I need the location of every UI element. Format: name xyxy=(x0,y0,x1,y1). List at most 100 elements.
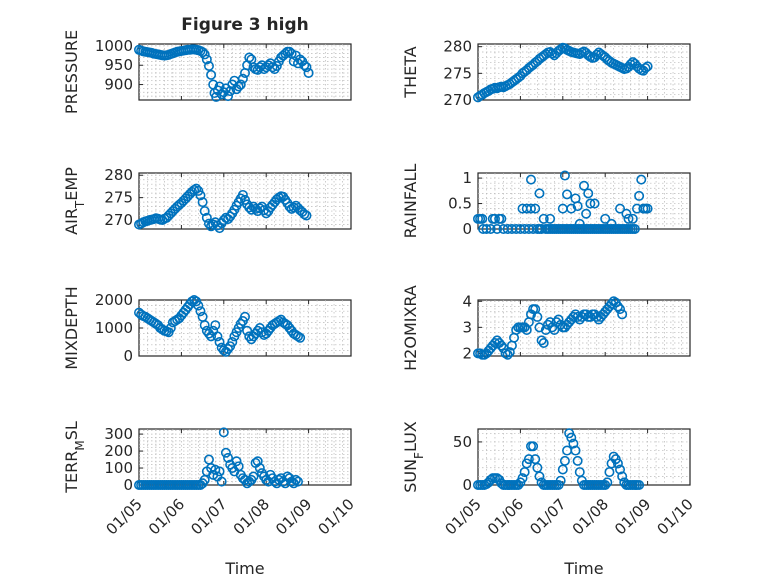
data-point xyxy=(237,189,248,200)
x-axis-label: Time xyxy=(563,559,603,578)
data-point xyxy=(237,73,248,84)
y-axis-label: H2OMIXRA xyxy=(401,285,420,371)
y-tick-label: 0 xyxy=(462,476,472,494)
data-point xyxy=(600,213,611,224)
data-point xyxy=(534,188,545,199)
y-tick-label: 300 xyxy=(104,425,133,443)
data-point xyxy=(570,445,581,456)
data-point xyxy=(240,311,251,322)
data-point xyxy=(254,463,265,474)
data-point xyxy=(235,79,246,90)
y-tick-label: 0 xyxy=(123,347,133,365)
y-tick-label: 2000 xyxy=(95,291,133,309)
data-point xyxy=(642,61,653,72)
data-point xyxy=(252,456,263,467)
data-point xyxy=(615,304,626,315)
data-point xyxy=(615,464,626,475)
series-markers xyxy=(472,170,653,235)
x-axis-label: Time xyxy=(224,559,264,578)
data-point xyxy=(227,336,238,347)
data-point xyxy=(214,336,225,347)
data-point xyxy=(559,170,570,181)
series-markers xyxy=(134,427,303,490)
data-point xyxy=(568,438,579,449)
x-tick-label: 01/06 xyxy=(145,495,188,538)
data-point xyxy=(528,441,539,452)
data-point xyxy=(525,203,536,214)
data-point xyxy=(538,337,549,348)
grid xyxy=(139,429,351,485)
data-point xyxy=(602,477,613,488)
data-point xyxy=(585,198,596,209)
data-point xyxy=(612,301,623,312)
data-point xyxy=(195,190,206,201)
data-point xyxy=(206,69,217,80)
data-point xyxy=(640,62,651,73)
series-markers xyxy=(472,296,628,360)
grid xyxy=(478,429,690,485)
y-axis-label: MIXDEPTH xyxy=(62,286,81,369)
data-point xyxy=(292,476,303,487)
data-point xyxy=(290,474,301,485)
y-axis-label: RAINFALL xyxy=(401,164,420,239)
data-point xyxy=(481,224,492,235)
y-axis-label: SUNFLUX xyxy=(401,421,426,493)
data-point xyxy=(559,455,570,466)
data-point xyxy=(216,476,227,487)
data-point xyxy=(233,81,244,92)
data-point xyxy=(211,91,222,102)
data-point xyxy=(536,335,547,346)
x-tick-label: 01/05 xyxy=(442,495,485,538)
data-point xyxy=(189,185,200,196)
grid xyxy=(478,173,690,229)
data-point xyxy=(621,208,632,219)
data-point xyxy=(197,47,208,58)
data-point xyxy=(625,59,636,70)
data-point xyxy=(223,91,234,102)
data-point xyxy=(214,466,225,477)
data-point xyxy=(502,349,513,360)
data-point xyxy=(492,224,503,235)
data-point xyxy=(532,311,543,322)
data-point xyxy=(623,213,634,224)
y-tick-label: 1 xyxy=(462,169,472,187)
data-point xyxy=(485,224,496,235)
data-point xyxy=(636,174,647,185)
data-point xyxy=(555,475,566,486)
data-point xyxy=(504,347,515,358)
data-point xyxy=(617,309,628,320)
y-tick-label: 0 xyxy=(462,220,472,238)
data-point xyxy=(589,198,600,209)
y-axis-label: THETA xyxy=(401,46,420,98)
data-point xyxy=(606,298,617,309)
data-point xyxy=(629,224,640,235)
panel-rainfall: 0 0.5 1 RAINFALL xyxy=(401,164,691,239)
data-point xyxy=(627,213,638,224)
data-point xyxy=(634,479,645,490)
data-point xyxy=(572,311,583,322)
data-point xyxy=(235,318,246,329)
data-point xyxy=(225,86,236,97)
data-point xyxy=(295,332,306,343)
series-markers xyxy=(134,44,314,102)
data-point xyxy=(244,331,255,342)
data-point xyxy=(301,210,312,221)
y-tick-label: 0.5 xyxy=(448,195,472,213)
x-tick-label: 01/08 xyxy=(569,495,612,538)
data-point xyxy=(299,209,310,220)
y-tick-label: 100 xyxy=(104,459,133,477)
data-point xyxy=(600,479,611,490)
data-point xyxy=(195,306,206,317)
data-point xyxy=(201,54,212,65)
x-tick-label: 01/09 xyxy=(611,495,654,538)
data-point xyxy=(199,49,210,60)
data-point xyxy=(244,52,255,63)
data-point xyxy=(545,213,556,224)
data-point xyxy=(581,208,592,219)
data-point xyxy=(273,315,284,326)
y-tick-label: 2 xyxy=(462,344,472,362)
data-point xyxy=(496,213,507,224)
x-tick-label: 01/08 xyxy=(230,495,273,538)
